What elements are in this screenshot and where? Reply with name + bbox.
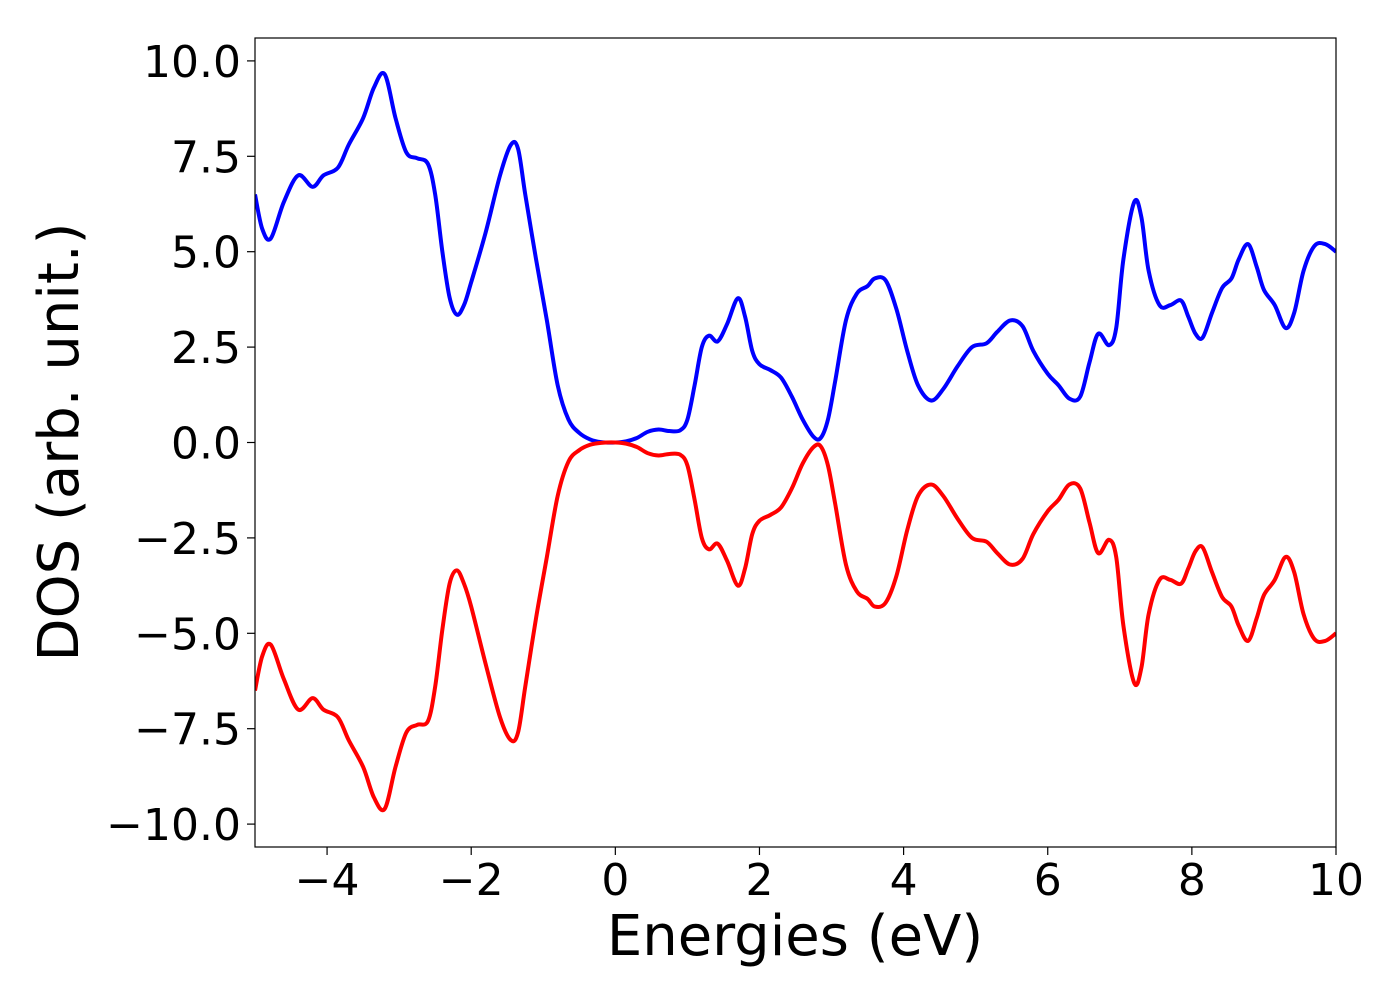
y-tick-label: 7.5: [171, 132, 241, 183]
x-tick-label: −2: [439, 855, 504, 906]
x-tick-label: 10: [1308, 855, 1364, 906]
y-axis-label: DOS (arb. unit.): [27, 222, 92, 661]
x-tick-label: 8: [1178, 855, 1206, 906]
x-tick-label: 4: [890, 855, 918, 906]
y-axis: 10.0 7.5 5.0 2.5 0.0 −2.5 −5.0 −7.5 −10.0: [106, 37, 255, 851]
y-tick-label: −2.5: [134, 514, 241, 565]
y-tick-label: −5.0: [134, 609, 241, 660]
x-axis-label: Energies (eV): [607, 904, 983, 969]
x-axis: −4 −2 0 2 4 6 8 10: [295, 847, 1364, 906]
x-tick-label: 0: [601, 855, 629, 906]
series-line-spin-down: [255, 440, 1336, 813]
y-tick-label: 2.5: [171, 323, 241, 374]
y-tick-label: −7.5: [134, 705, 241, 756]
x-tick-label: 2: [745, 855, 773, 906]
x-tick-label: 6: [1034, 855, 1062, 906]
y-tick-label: 10.0: [143, 37, 241, 88]
x-tick-label: −4: [295, 855, 360, 906]
y-tick-label: 0.0: [171, 419, 241, 470]
series-layer: [255, 71, 1336, 813]
y-tick-label: 5.0: [171, 228, 241, 279]
y-tick-label: −10.0: [106, 800, 241, 851]
series-line-spin-up: [255, 71, 1336, 445]
